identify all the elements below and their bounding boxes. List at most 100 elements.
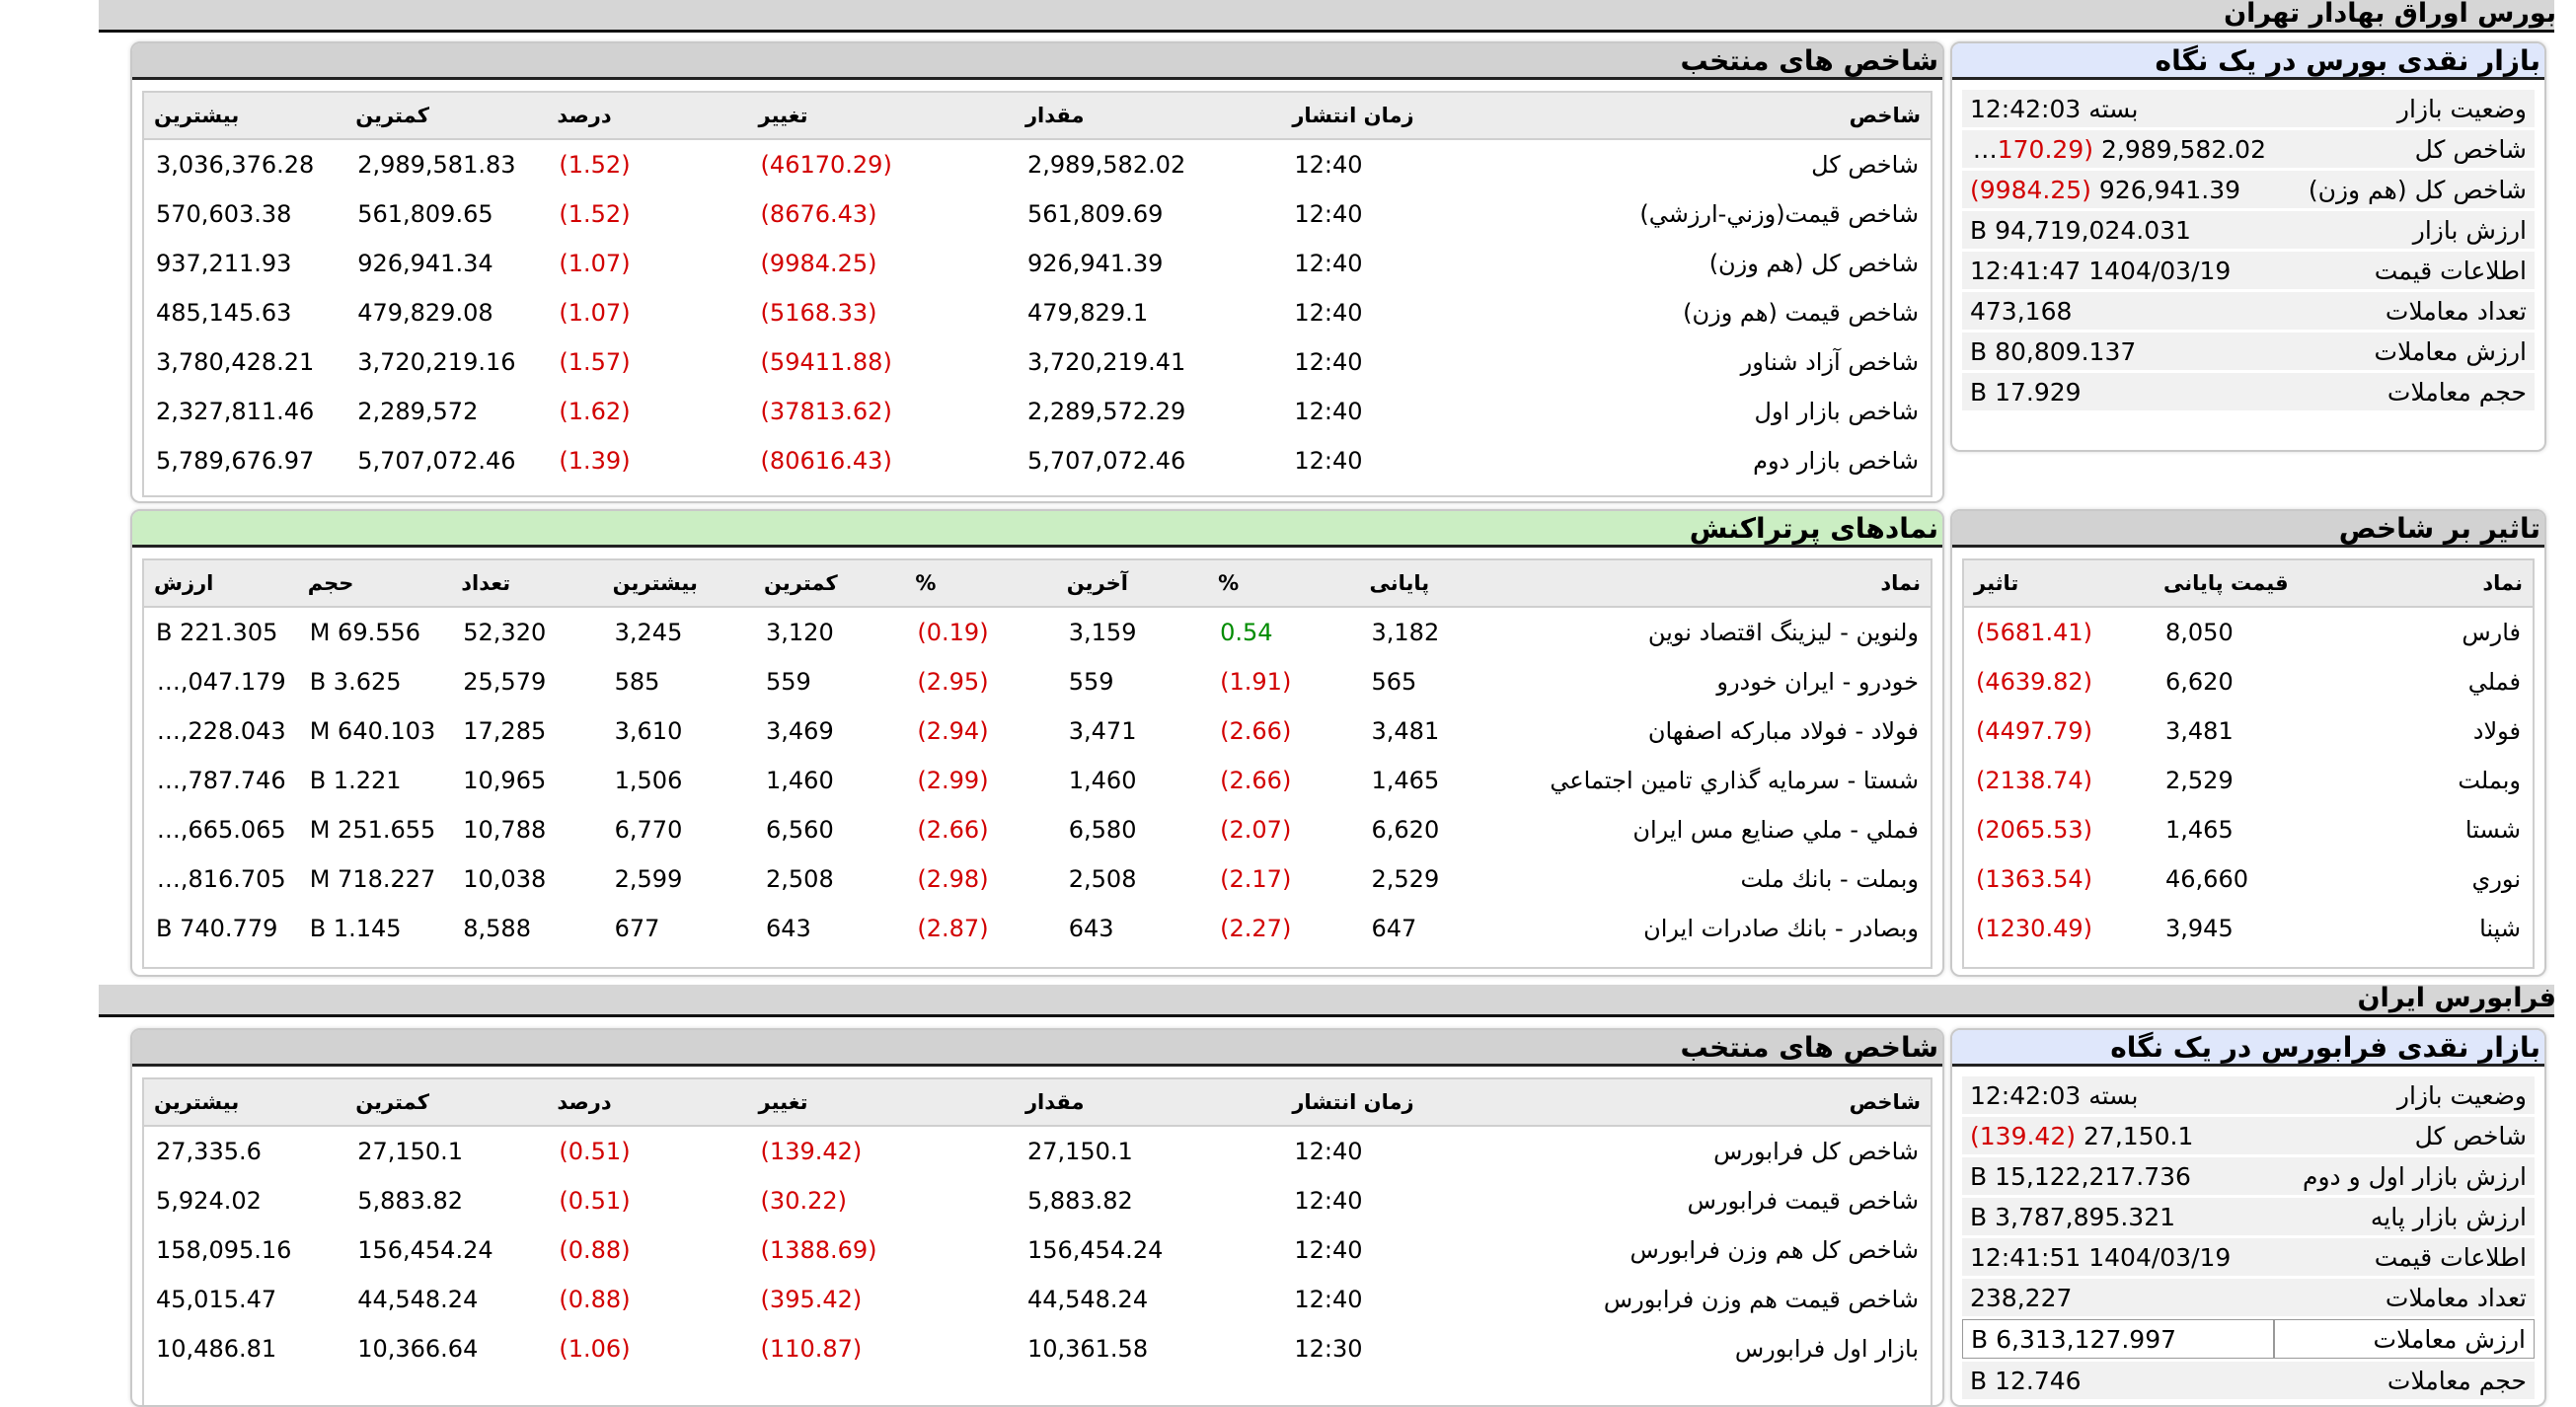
table-row: شاخص كل هم وزن فرابورس 12:40 156,454.24 (13… — [144, 1225, 1931, 1275]
ifb-section-header — [99, 985, 2554, 1017]
table-row: بازار اول فرابورس 12:30 10,361.58 (110.87) (… — [144, 1324, 1931, 1373]
ifb-glance-table: وضعیت بازار بسته 12:42:03 شاخص کل 27,150.1(… — [1962, 1074, 2535, 1402]
table-cell: (5681.41) — [1976, 619, 2092, 646]
ifb-indices-table: شاخص زمان انتشار مقدار تغییر درصد کمترین بیشتر… — [144, 1079, 1931, 1373]
table-cell: (0.51) — [559, 1138, 631, 1165]
tse-glance-title: بازار نقدی بورس در یک نگاه — [2155, 44, 2540, 77]
table-cell: 17,285 — [463, 717, 547, 745]
summary-change: (9984.25) — [1970, 175, 2091, 204]
table-cell: 158,095.16 — [156, 1236, 292, 1264]
table-cell: فولاد — [2472, 717, 2521, 745]
table-cell: 27,335.6 — [156, 1138, 262, 1165]
table-cell: شاخص کل — [1811, 151, 1919, 179]
summary-label: ارزش معاملات — [2274, 1319, 2535, 1359]
table-cell: 27,150.1 — [357, 1138, 464, 1165]
table-cell: (80616.43) — [760, 447, 892, 475]
table-row: شاخص قيمت(وزني-ارزشي) 12:40 561,809.69 (867… — [144, 189, 1931, 239]
summary-row: وضعیت بازار بسته 12:42:03 — [1962, 90, 2535, 127]
table-cell: 1,465 — [2165, 816, 2234, 844]
column-header: شاخص — [1497, 93, 1931, 140]
table-cell: شاخص كل فرابورس — [1713, 1138, 1919, 1165]
table-cell: (59411.88) — [760, 348, 892, 376]
table-cell: 3,245 — [614, 619, 683, 646]
column-header: % — [1208, 560, 1360, 608]
summary-row: شاخص کل 2,989,582.02 (46170.29) — [1962, 130, 2535, 168]
table-row: فملي 6,620 (4639.82) — [1964, 657, 2533, 706]
table-cell: 2,529 — [2165, 767, 2234, 794]
summary-value: 17.929 B — [1962, 373, 2274, 410]
tse-indices-title: شاخص های منتخب — [1680, 44, 1938, 77]
table-cell: 6,770 — [614, 816, 683, 844]
table-cell: 8,588 — [463, 915, 531, 942]
tse-glance-table: وضعیت بازار بسته 12:42:03 شاخص کل 2,989,582… — [1962, 87, 2535, 413]
table-cell: 10,486.81 — [156, 1335, 277, 1363]
table-cell: 2,989,582.02 — [1026, 151, 1186, 179]
summary-change: (139.42) — [1970, 1121, 2077, 1150]
summary-value-text: 17.929 B — [1970, 377, 2082, 407]
table-cell: شاخص بازار دوم — [1753, 447, 1919, 475]
summary-value-text: 94,719,024.031 B — [1970, 215, 2191, 245]
table-cell: 5,924.02 — [156, 1187, 262, 1215]
table-cell: (1.06) — [559, 1335, 631, 1363]
header-row: نماد قیمت پایانی تاثیر — [1964, 560, 2533, 608]
table-cell: 559 — [766, 668, 811, 696]
summary-label: اطلاعات قیمت — [2274, 252, 2535, 289]
column-header: درصد — [547, 1079, 749, 1127]
table-cell: (139.42) — [760, 1138, 863, 1165]
table-cell: 12:30 — [1294, 1335, 1363, 1363]
column-header: زمان انتشار — [1282, 1079, 1498, 1127]
column-header: تعداد — [451, 560, 603, 608]
table-cell: 12:40 — [1294, 200, 1363, 228]
column-header: کمترین — [754, 560, 906, 608]
summary-value-text: 12.746 B — [1970, 1366, 2082, 1395]
table-cell: 926,941.39 — [1026, 250, 1164, 277]
table-cell: 2,508 — [1068, 865, 1137, 893]
ifb-section-title: فرابورس ایران — [2357, 983, 2557, 1013]
table-cell: 3,471 — [1068, 717, 1137, 745]
table-cell: وبصادر - بانك صادرات ايران — [1643, 915, 1919, 942]
table-cell: 479,829.08 — [357, 299, 493, 327]
column-header: مقدار — [1015, 1079, 1283, 1127]
table-cell: 561,809.65 — [357, 200, 493, 228]
table-cell: 2,289,572 — [357, 398, 479, 425]
table-row: خودرو - ايران‌ خودرو 565 (1.91) 559 (2.95) 55… — [144, 657, 1931, 706]
table-cell: 2,599 — [614, 865, 683, 893]
table-cell: 3,610 — [614, 717, 683, 745]
table-cell: 643 — [766, 915, 811, 942]
table-cell: شاخص كل هم وزن فرابورس — [1629, 1236, 1919, 1264]
table-cell: 643 — [1068, 915, 1114, 942]
table-cell: 10,038 — [463, 865, 547, 893]
summary-row: حجم معاملات 12.746 B — [1962, 1362, 2535, 1399]
table-cell: شاخص قيمت هم وزن فرابورس — [1603, 1286, 1919, 1313]
table-cell: 12:40 — [1294, 1236, 1363, 1264]
summary-value-text: 1404/03/19 12:41:51 — [1970, 1242, 2232, 1272]
table-cell: 156,454.24 — [1026, 1236, 1164, 1264]
summary-row: شاخص کل (هم وزن) 926,941.39(9984.25) — [1962, 171, 2535, 208]
summary-value: 15,122,217.736 B — [1962, 1157, 2274, 1195]
summary-value-text: 238,227 — [1970, 1283, 2073, 1312]
table-cell: 3,481 — [2165, 717, 2234, 745]
column-header: بیشترین — [602, 560, 755, 608]
table-cell: 1,460 — [766, 767, 834, 794]
table-cell: 3.625 B — [309, 668, 402, 696]
table-cell: 3,945 — [2165, 915, 2234, 942]
tse-traded-title: نمادهای پرتراکنش — [1689, 512, 1938, 545]
tse-traded-header: نمادهای پرتراکنش — [132, 511, 1942, 548]
table-cell: (1.52) — [559, 151, 631, 179]
ifb-indices-title: شاخص های منتخب — [1680, 1031, 1938, 1064]
summary-label: ارزش بازار اول و دوم — [2274, 1157, 2535, 1195]
summary-value-text: 3,787,895.321 B — [1970, 1202, 2176, 1231]
table-cell: (1.52) — [559, 200, 631, 228]
table-cell: (1.39) — [559, 447, 631, 475]
summary-label: حجم معاملات — [2274, 1362, 2535, 1399]
table-cell: شاخص بازار اول — [1754, 398, 1919, 425]
table-cell: ولنوین - لیزینگ اقتصاد نوین — [1647, 619, 1919, 646]
table-cell: (2.98) — [917, 865, 989, 893]
tse-indices-header: شاخص های منتخب — [132, 43, 1942, 80]
table-row: وبصادر - بانك صادرات ايران 647 (2.27) 643 (2… — [144, 904, 1931, 953]
table-row: شاخص كل (هم وزن) 12:40 926,941.39 (9984.25)… — [144, 239, 1931, 288]
column-header: درصد — [547, 93, 749, 140]
table-cell: (1.07) — [559, 299, 631, 327]
table-cell: فملي — [2467, 668, 2521, 696]
summary-change: (46170.29) — [1962, 134, 2093, 164]
